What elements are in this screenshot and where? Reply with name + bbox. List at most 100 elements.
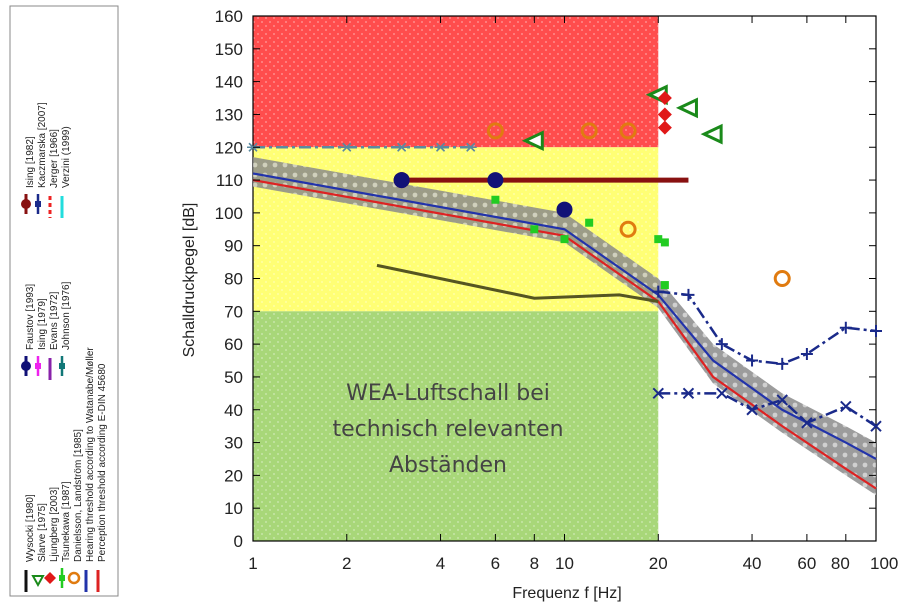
series-tsunekawa-1987-point — [491, 195, 500, 204]
x-tick-label: 10 — [555, 554, 574, 573]
x-tick-label: 60 — [797, 554, 816, 573]
series-danielsson-landstr-m-1985-point — [773, 270, 791, 287]
annotation-line-3: Abständen — [389, 453, 507, 478]
x-tick-label: 40 — [743, 554, 762, 573]
legend-label: Faustov [1993] — [25, 284, 36, 350]
legend-symbol — [31, 575, 45, 588]
y-tick-label: 160 — [215, 7, 243, 26]
x-tick-label: 100 — [870, 554, 898, 573]
series-evans-1972 — [376, 263, 659, 303]
legend-label: Evans [1972] — [49, 291, 60, 350]
x-tick-label: 8 — [530, 554, 539, 573]
series-evans-1972-line — [376, 263, 659, 303]
series-kaczmarska-2007-point — [839, 321, 852, 334]
series-kaczmarska-2007-point — [776, 394, 788, 406]
legend-item-ising-1979: Ising [1979] — [35, 298, 48, 376]
series-tsunekawa-1987-point — [560, 235, 569, 244]
series-faustov-1993-point — [556, 201, 573, 218]
legend-symbol — [67, 571, 81, 585]
legend-box — [9, 5, 119, 597]
series-hearing-threshold-according-to-watanabe-m-ller — [252, 172, 877, 460]
series-danielsson-landstr-m-1985-point — [486, 122, 504, 140]
series-danielsson-landstr-m-1985-point — [619, 122, 637, 140]
legend-item-verzini-1999: Verzini (1999) — [60, 126, 72, 218]
series-johnson-1976-point — [434, 142, 447, 152]
x-tick-label: 20 — [649, 554, 668, 573]
y-tick-label: 110 — [216, 171, 243, 190]
legend-label: Slarve [1975] — [37, 503, 48, 562]
series-kaczmarska-2007-line — [658, 290, 877, 366]
series-slarve-1975-point — [700, 123, 723, 145]
legend-item-kaczmarska-2007: Kaczmarska [2007] — [35, 102, 48, 214]
legend-label: Hearing threshold according to Watanabe/… — [85, 347, 96, 562]
legend-symbol — [21, 199, 31, 209]
legend-label: Kaczmarska [2007] — [37, 102, 48, 188]
x-tick-label: 2 — [342, 554, 351, 573]
legend-label: Tsunekawa [1987] — [61, 481, 72, 562]
series-faustov-1993-point — [393, 172, 410, 189]
series-kaczmarska-2007-point — [840, 400, 852, 413]
y-tick-label: 70 — [224, 302, 243, 321]
x-tick-label: 6 — [491, 554, 500, 573]
y-tick-label: 130 — [215, 105, 243, 124]
x-tick-label: 80 — [831, 554, 850, 573]
legend-label: Verzini (1999) — [61, 126, 72, 188]
series-ljungberg-2003 — [657, 91, 672, 135]
legend-item-jerger-1966: Jerger [1966] — [48, 129, 60, 218]
y-tick-label: 0 — [234, 532, 243, 551]
series-ljungberg-2003-point — [657, 91, 672, 106]
y-tick-label: 40 — [224, 401, 243, 420]
series-kaczmarska-2007-point — [746, 354, 759, 367]
zone-texture-0 — [253, 16, 659, 148]
legend-item-tsunekawa-1987: Tsunekawa [1987] — [59, 481, 72, 588]
y-tick-label: 100 — [215, 204, 243, 223]
legend-item-slarve-1975: Slarve [1975] — [31, 503, 48, 588]
y-tick-label: 80 — [224, 270, 243, 289]
series-slarve-1975-point — [675, 97, 698, 119]
annotation-line-2: technisch relevanten — [332, 417, 563, 442]
series-danielsson-landstr-m-1985-point — [619, 220, 637, 238]
legend-symbol — [21, 361, 31, 371]
x-tick-label: 4 — [436, 554, 445, 573]
y-tick-label: 60 — [224, 335, 243, 354]
annotation: WEA-Luftschall bei technisch relevanten … — [332, 381, 563, 478]
legend-item-wysocki-1980: Wysocki [1980] — [24, 494, 36, 592]
series-kaczmarska-2007-point — [652, 387, 664, 400]
series-faustov-1993 — [393, 172, 573, 218]
series-danielsson-landstr-m-1985 — [486, 122, 791, 287]
series-faustov-1993-point — [487, 172, 504, 189]
series-kaczmarska-2007-point — [682, 288, 695, 301]
legend-symbol — [59, 363, 65, 369]
legend-label: Jerger [1966] — [49, 129, 60, 188]
y-tick-label: 120 — [215, 138, 243, 157]
legend-symbol — [59, 575, 65, 581]
legend-label: Danielsson, Landström [1985] — [73, 429, 84, 562]
legend-symbol — [44, 572, 56, 584]
series-tsunekawa-1987 — [491, 195, 669, 290]
series-kaczmarska-2007 — [652, 387, 882, 432]
series-kaczmarska-2007-point — [652, 285, 665, 298]
y-tick-label: 140 — [215, 73, 243, 92]
series-tsunekawa-1987-point — [585, 218, 594, 227]
zone-texture-2 — [253, 311, 659, 541]
legend-label: Wysocki [1980] — [25, 494, 36, 562]
series-kaczmarska-2007 — [652, 285, 882, 370]
y-tick-label: 90 — [224, 237, 243, 256]
series-johnson-1976-point — [395, 142, 408, 152]
x-axis-title: Frequenz f [Hz] — [512, 585, 621, 602]
series-kaczmarska-2007-point — [715, 338, 728, 351]
series-ljungberg-2003-point — [657, 107, 672, 122]
series-tsunekawa-1987-point — [660, 238, 669, 247]
legend-item-ljungberg-2003: Ljungberg [2003] — [44, 487, 60, 584]
legend-label: Perception threshold according E-DIN 456… — [97, 363, 108, 562]
legend-label: Ising [1979] — [37, 298, 48, 350]
x-tick-label: 1 — [248, 554, 257, 573]
series-tsunekawa-1987-point — [654, 235, 663, 244]
y-tick-label: 30 — [224, 434, 243, 453]
series-tsunekawa-1987-point — [530, 225, 539, 234]
series-johnson-1976-point — [464, 142, 477, 152]
legend-item-hearing-threshold-according-to-watanabe-m-ller: Hearing threshold according to Watanabe/… — [84, 347, 96, 592]
y-tick-label: 20 — [224, 466, 243, 485]
legend-item-evans-1972: Evans [1972] — [48, 291, 60, 380]
